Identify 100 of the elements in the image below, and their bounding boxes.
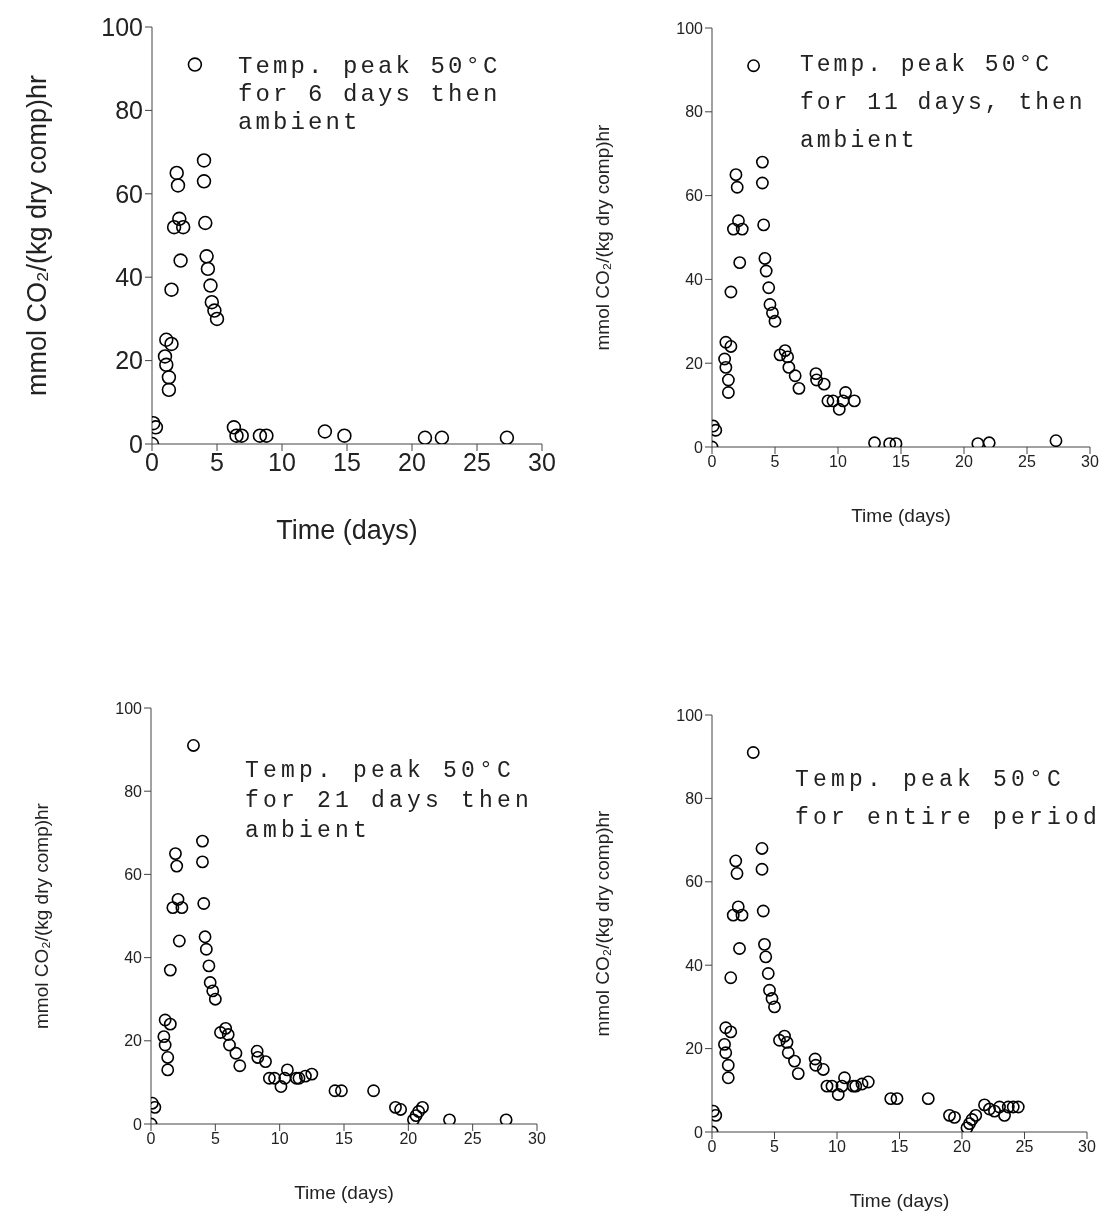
x-tick-label: 20 (955, 453, 973, 471)
point (280, 1063, 294, 1077)
y-tick-label: 20 (115, 346, 143, 375)
x-tick-label: 5 (210, 1130, 220, 1148)
point (721, 373, 735, 387)
point (389, 1100, 402, 1114)
point (729, 168, 743, 182)
point (268, 1071, 281, 1085)
point (832, 402, 846, 416)
point (171, 892, 185, 906)
y-tick-label: 20 (685, 1040, 704, 1058)
point (334, 1084, 348, 1098)
point (175, 901, 189, 915)
y-tick-label: 100 (101, 12, 143, 41)
point (157, 1030, 171, 1044)
x-tick-label: 30 (1081, 453, 1099, 471)
point (161, 1063, 175, 1077)
y-tick-label: 100 (115, 699, 143, 717)
point (982, 436, 996, 447)
y-axis-title: mmol CO₂/(kg dry comp)hr (591, 809, 613, 1037)
point (821, 394, 835, 408)
point (200, 261, 216, 277)
y-tick-label: 40 (685, 956, 704, 974)
point (757, 218, 771, 232)
point (199, 249, 214, 264)
point (175, 219, 191, 235)
point (159, 332, 174, 347)
x-axis-title: Time (days) (851, 505, 951, 526)
point (164, 282, 179, 297)
x-tick-label: 15 (890, 1138, 909, 1156)
point (278, 1071, 292, 1085)
point (434, 430, 450, 444)
point (196, 834, 209, 848)
point (443, 1113, 456, 1124)
point (251, 1051, 265, 1064)
x-tick-label: 5 (770, 1138, 780, 1156)
point (759, 264, 773, 278)
point (412, 1105, 426, 1118)
x-tick-label: 15 (892, 453, 910, 471)
point (718, 352, 732, 366)
point (203, 976, 217, 989)
point (758, 252, 772, 265)
y-tick-label: 80 (685, 790, 704, 808)
y-tick-label: 20 (685, 354, 704, 372)
y-tick-label: 80 (685, 103, 704, 121)
point (196, 153, 212, 168)
x-tick-label: 10 (829, 453, 847, 471)
point (889, 437, 903, 447)
point (417, 430, 433, 444)
x-tick-label: 30 (528, 1130, 546, 1148)
point (161, 370, 177, 385)
point (768, 314, 782, 328)
annotation: Temp. peak 50°C for 11 days, then ambient (800, 51, 1087, 156)
point (203, 278, 218, 293)
y-tick-label: 80 (115, 96, 143, 125)
point (172, 934, 186, 948)
point (747, 59, 761, 73)
point (161, 1051, 175, 1064)
y-axis-title: mmol CO₂/(kg dry comp)hr (21, 74, 52, 397)
point (166, 219, 182, 235)
point (883, 437, 897, 447)
point (317, 424, 333, 439)
point (166, 901, 180, 915)
y-tick-label: 40 (115, 263, 143, 292)
point (187, 739, 200, 752)
x-tick-label: 0 (146, 1130, 156, 1148)
point (817, 377, 831, 391)
point (499, 1113, 513, 1124)
point (234, 428, 249, 443)
y-tick-label: 100 (676, 706, 704, 724)
x-tick-label: 20 (953, 1138, 971, 1156)
y-tick-label: 40 (685, 271, 704, 289)
point (208, 992, 222, 1006)
annotation: Temp. peak 50°C for entire period (795, 766, 1103, 833)
point (762, 281, 776, 295)
point (724, 285, 738, 299)
point (407, 1113, 420, 1124)
point (199, 942, 213, 956)
point (229, 428, 244, 443)
point (223, 1038, 236, 1052)
point (781, 350, 795, 364)
point (809, 367, 823, 381)
point (409, 1109, 423, 1123)
point (157, 349, 173, 364)
point (187, 57, 203, 72)
point (766, 306, 779, 320)
x-tick-label: 15 (335, 1130, 353, 1148)
y-axis-title: mmol CO₂/(kg dry comp)hr (30, 802, 52, 1029)
point (726, 222, 740, 236)
point (173, 253, 188, 268)
point (250, 1044, 264, 1058)
x-tick-label: 5 (210, 447, 224, 476)
x-tick-label: 25 (1015, 1138, 1034, 1156)
x-tick-label: 20 (399, 1130, 418, 1148)
point (206, 984, 220, 998)
point (198, 215, 213, 231)
point (196, 174, 212, 189)
y-tick-label: 0 (133, 1115, 143, 1133)
annotation: Temp. peak 50°C for 6 days then ambient (238, 53, 502, 137)
point (219, 1021, 233, 1035)
